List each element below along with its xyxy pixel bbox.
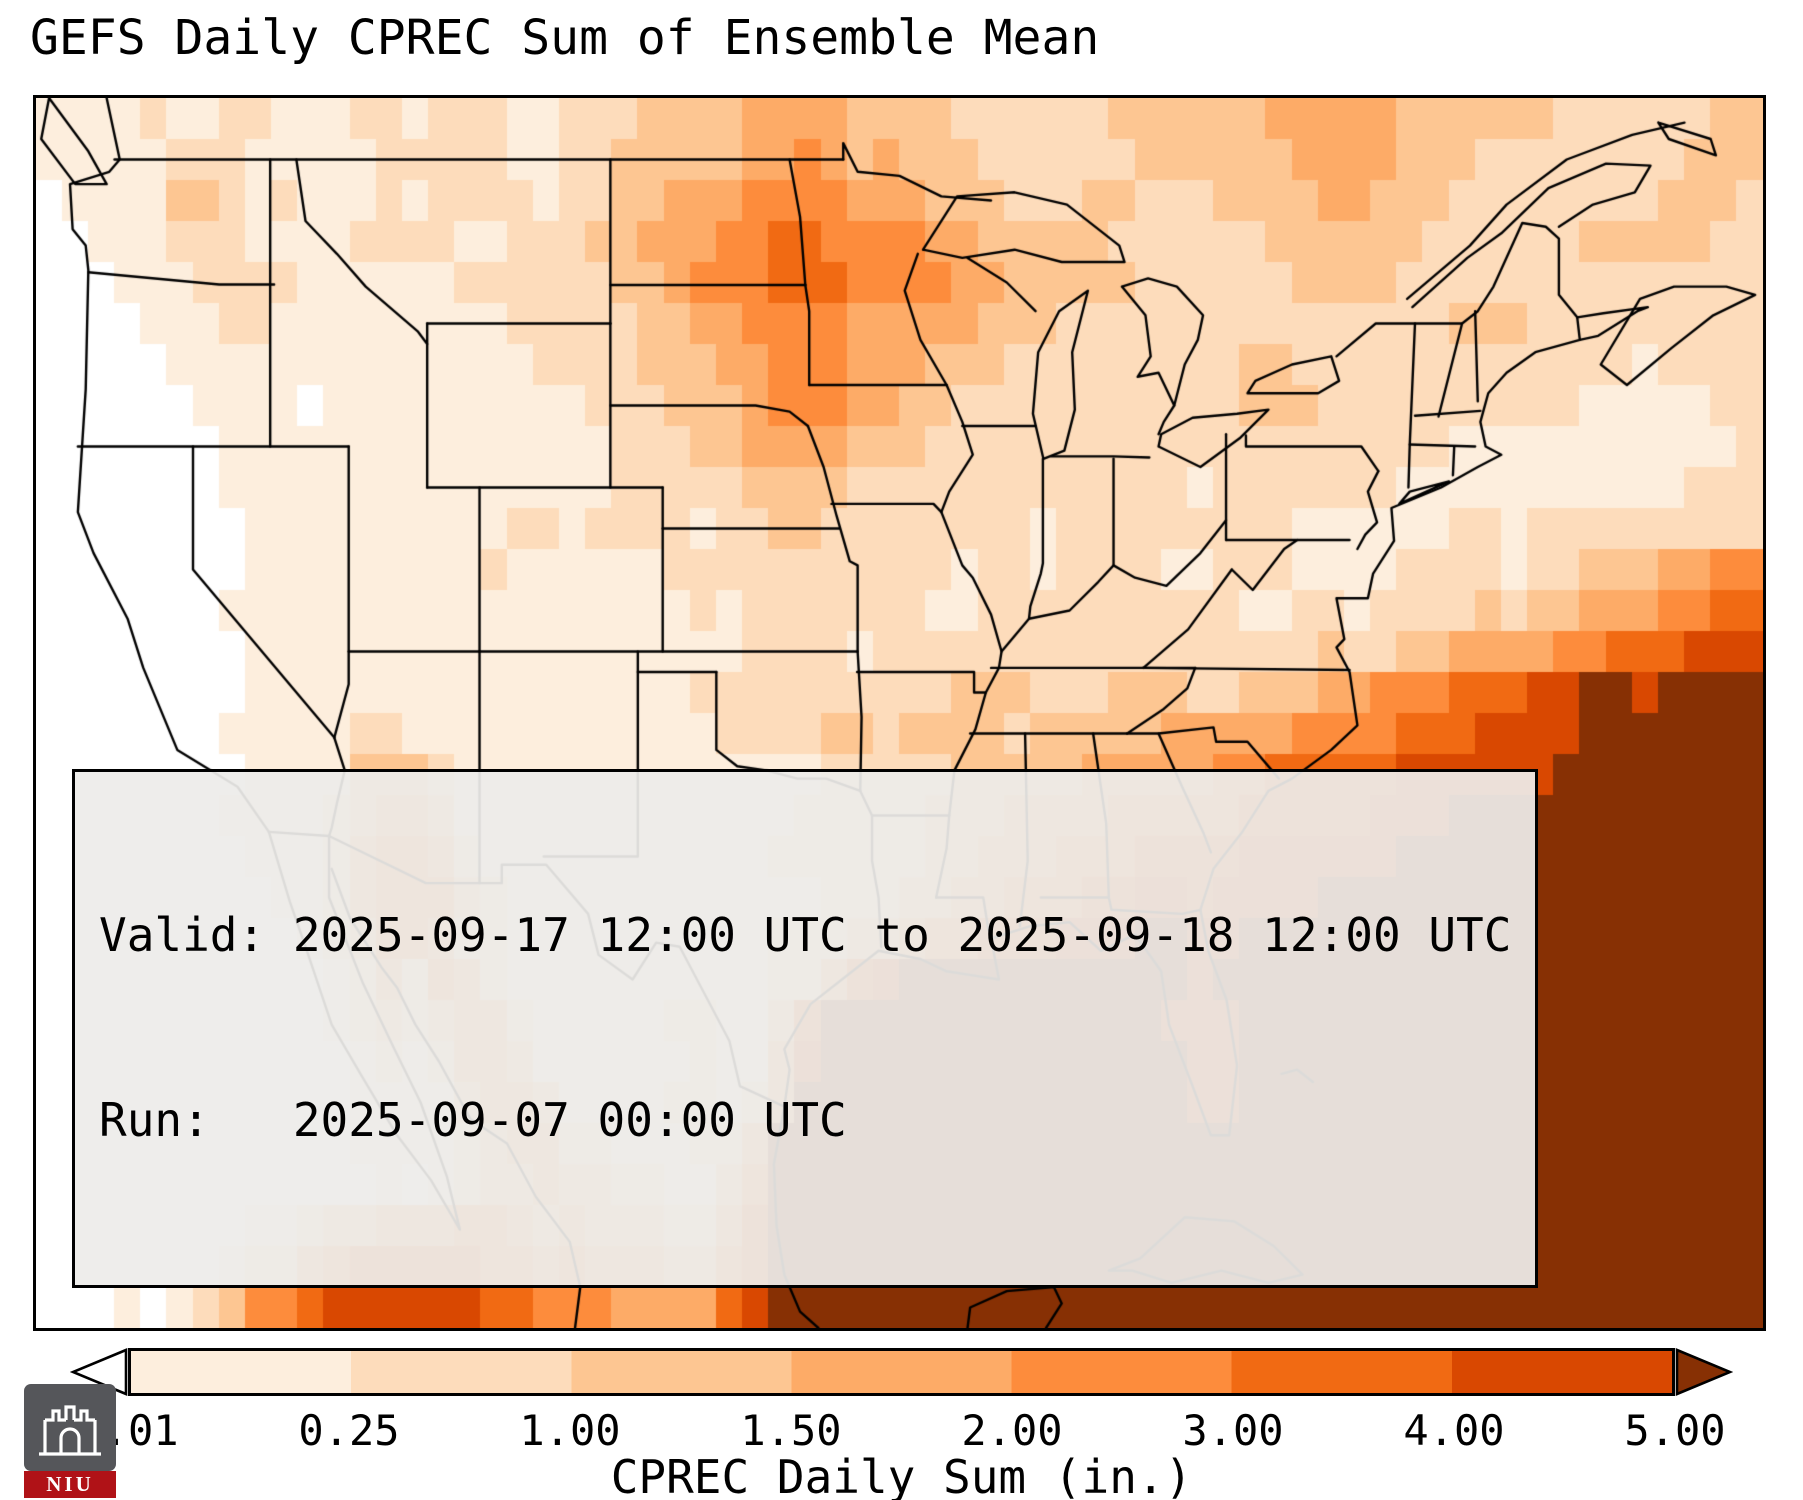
colorbar-tick-label: 1.50: [740, 1406, 842, 1455]
colorbar-ticks: 0.01 0.25 1.00 1.50 2.00 3.00 4.00 5.00: [77, 1348, 1726, 1455]
colorbar-under-arrow-icon: [70, 1348, 128, 1396]
map-panel: Valid: 2025-09-17 12:00 UTC to 2025-09-1…: [33, 95, 1766, 1331]
colorbar-tick-label: 3.00: [1182, 1406, 1284, 1455]
niu-logo-bar: [24, 1471, 116, 1498]
valid-time-line: Valid: 2025-09-17 12:00 UTC to 2025-09-1…: [99, 908, 1512, 963]
colorbar: 0.01 0.25 1.00 1.50 2.00 3.00 4.00 5.00: [70, 1348, 1733, 1455]
run-time-line: Run: 2025-09-07 00:00 UTC: [99, 1093, 847, 1148]
colorbar-tick-label: 0.25: [298, 1406, 400, 1455]
colorbar-gradient: [128, 1348, 1675, 1396]
niu-castle-icon: [39, 1405, 101, 1456]
colorbar-tick-label: 1.00: [519, 1406, 621, 1455]
colorbar-tick-label: 4.00: [1403, 1406, 1505, 1455]
chart-title: GEFS Daily CPREC Sum of Ensemble Mean: [30, 10, 1100, 66]
colorbar-over-arrow-icon: [1675, 1348, 1733, 1396]
niu-logo: NIU: [24, 1384, 116, 1498]
colorbar-under-arrow-shape: [70, 1348, 128, 1396]
colorbar-axis-label: CPREC Daily Sum (in.): [610, 1450, 1193, 1500]
niu-logo-text: NIU: [46, 1472, 94, 1496]
colorbar-over-arrow-shape: [1675, 1348, 1733, 1396]
validity-box: Valid: 2025-09-17 12:00 UTC to 2025-09-1…: [72, 769, 1539, 1288]
colorbar-tick-label: 2.00: [961, 1406, 1063, 1455]
colorbar-tick-label: 5.00: [1624, 1406, 1726, 1455]
